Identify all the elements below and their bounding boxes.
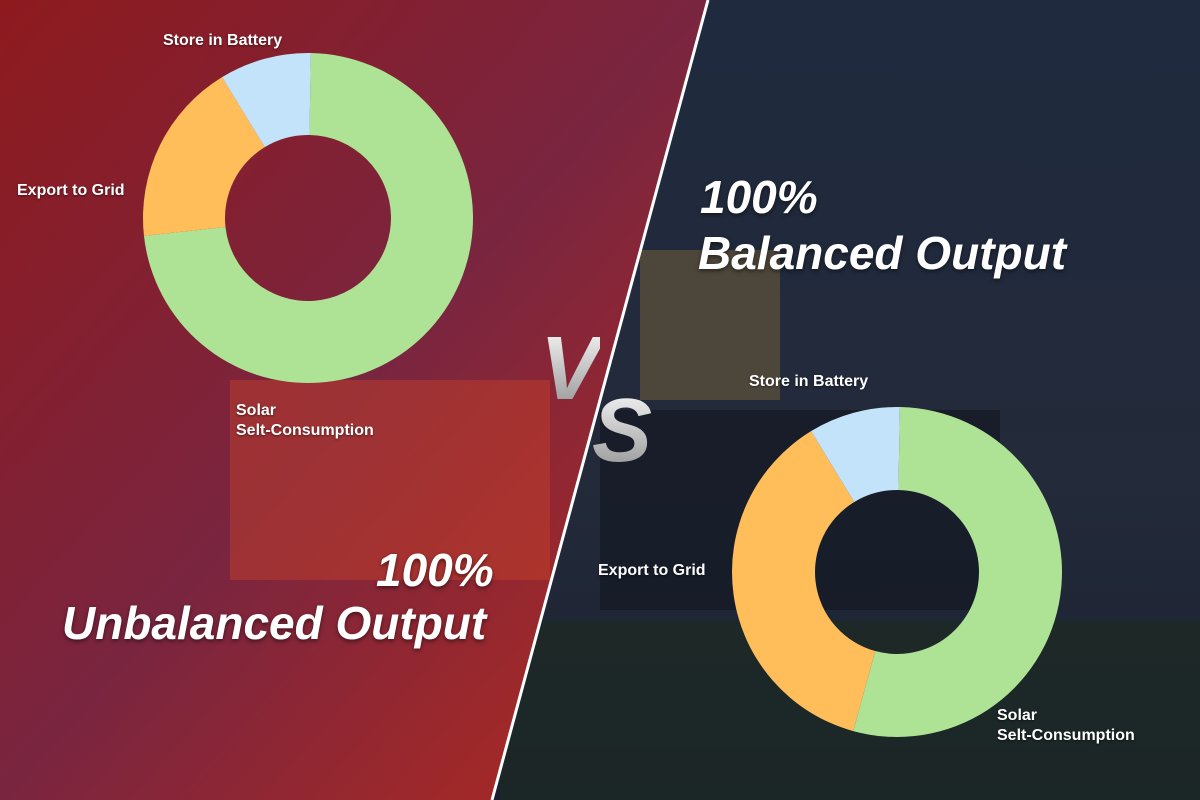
donut-slice-store-in-battery [811,406,900,503]
label-solar-line1: Solar [997,707,1038,724]
label-solar-line1: Solar [236,402,277,419]
vs-letter-s: S [592,381,653,481]
house-window-right [640,250,780,400]
vs-letter-v: V [540,319,601,419]
title-balanced-line2: Balanced Output [698,227,1067,279]
title-unbalanced-line1: 100% [376,544,494,596]
title-balanced-line1: 100% [700,171,818,223]
label-export-grid-right: Export to Grid [598,562,706,579]
donut-slice-solar-selt-consumption [143,53,474,383]
donut-slice-store-in-battery [222,53,311,148]
label-solar-line2: Selt-Consumption [236,422,374,439]
label-export-grid-left: Export to Grid [17,182,125,199]
label-solar-left: Solar Selt-Consumption [236,401,374,441]
donut-slice-export-to-grid [731,431,876,732]
donut-chart-unbalanced [142,53,474,383]
label-store-battery-right: Store in Battery [749,373,869,390]
divider-line [490,0,710,800]
donut-slice-export-to-grid [142,77,265,236]
label-solar-right: Solar Selt-Consumption [997,706,1135,746]
donut-slice-solar-selt-consumption [853,407,1062,738]
house-left [230,380,550,580]
donut-chart-balanced [731,406,1062,738]
label-store-battery-left: Store in Battery [163,32,283,49]
label-solar-line2: Selt-Consumption [997,727,1135,744]
title-unbalanced-line2: Unbalanced Output [62,597,487,649]
